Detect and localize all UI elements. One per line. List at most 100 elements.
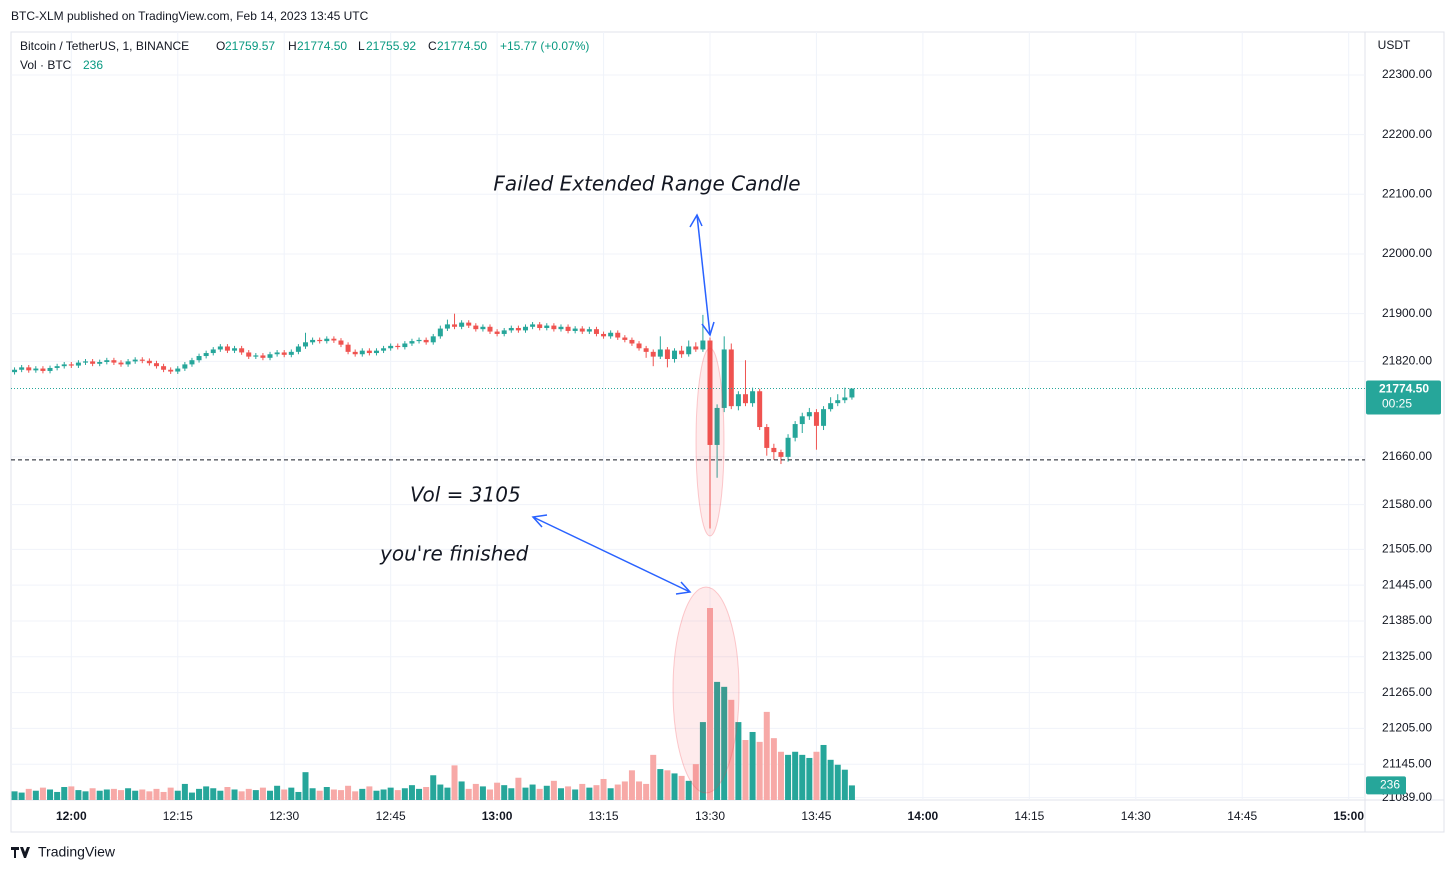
- volume-bar: [664, 770, 671, 800]
- volume-bar: [366, 786, 373, 800]
- volume-bar: [671, 773, 678, 800]
- volume-bar: [217, 790, 224, 800]
- volume-bar: [68, 786, 75, 800]
- arrow-head: [689, 213, 703, 228]
- candle-body: [650, 351, 656, 357]
- candle-body: [161, 366, 167, 370]
- candle-body: [317, 339, 323, 342]
- candle-body: [189, 360, 195, 365]
- candle-body: [579, 328, 585, 332]
- volume-bar: [472, 783, 479, 800]
- volume-bar: [827, 759, 834, 800]
- annotation: Vol = 3105: [410, 483, 521, 507]
- candle-body: [608, 332, 614, 337]
- candle-body: [558, 326, 564, 330]
- candle-body: [373, 350, 379, 354]
- candle-body: [267, 354, 273, 358]
- volume-bar: [536, 788, 543, 800]
- ohlc-value: 21774.50: [297, 39, 347, 53]
- y-tick-label: 21145.00: [1382, 756, 1431, 770]
- volume-tag-label: 236: [1380, 778, 1400, 792]
- volume-bar: [82, 791, 89, 800]
- candle-body: [508, 327, 514, 331]
- volume-bar: [125, 788, 132, 800]
- candle-body: [90, 361, 96, 364]
- candle-body: [97, 361, 103, 364]
- volume-bar: [11, 791, 18, 800]
- candle-body: [324, 338, 330, 342]
- highlight-volume: [672, 586, 740, 794]
- volume-bar: [728, 699, 735, 800]
- volume-bar: [267, 790, 274, 800]
- candle-body: [551, 325, 557, 330]
- volume-bar: [203, 786, 210, 800]
- candle-body: [359, 350, 365, 355]
- volume-bar: [557, 788, 564, 800]
- candle-body: [104, 360, 110, 362]
- currency: USDT: [1378, 38, 1411, 52]
- volume-bar: [160, 791, 167, 800]
- volume-bar: [621, 781, 628, 800]
- volume-bar: [387, 787, 394, 800]
- arrows: [531, 213, 715, 595]
- candle-body: [175, 368, 181, 372]
- candle-body: [409, 341, 415, 344]
- logo-mark: [11, 847, 30, 858]
- candle-body: [530, 324, 536, 327]
- volume-bar: [593, 785, 600, 800]
- candle-body: [565, 326, 571, 331]
- volume-value: 236: [83, 58, 103, 72]
- candle-body: [288, 351, 294, 355]
- candle-body: [728, 349, 734, 407]
- volume-bar: [636, 781, 643, 800]
- candle-body: [430, 336, 436, 343]
- candle-body: [664, 349, 670, 360]
- symbol: Bitcoin / TetherUS, 1, BINANCE: [20, 39, 189, 53]
- volume-bar: [238, 791, 245, 800]
- volume-bar: [132, 790, 139, 800]
- candle-body: [118, 362, 124, 365]
- volume-bar: [302, 772, 309, 800]
- candle-body: [764, 427, 770, 448]
- volume-bar: [61, 787, 68, 800]
- volume-bar: [813, 751, 820, 800]
- candle-body: [622, 337, 628, 340]
- countdown: 00:25: [1382, 397, 1412, 411]
- volume-bar: [685, 780, 692, 800]
- volume-bar: [416, 788, 423, 800]
- volume-bar: [515, 777, 522, 800]
- volume-bar: [380, 789, 387, 800]
- candle-body: [515, 327, 521, 331]
- candle-body: [19, 367, 25, 370]
- ohlc-key: C: [428, 39, 437, 53]
- candle-body: [615, 332, 621, 338]
- logo: TradingView: [11, 844, 116, 860]
- volume-bar: [607, 788, 614, 800]
- volume-bar: [458, 781, 465, 800]
- candle-body: [672, 350, 678, 360]
- volume-bar: [39, 787, 46, 800]
- volume-bar: [252, 790, 259, 800]
- candle-body: [686, 346, 692, 355]
- candle-body: [210, 349, 216, 354]
- volume-bar: [444, 787, 451, 800]
- annotation: you're finished: [379, 542, 529, 566]
- x-tick-label: 12:00: [56, 809, 87, 823]
- candle-body: [501, 330, 507, 334]
- y-tick-label: 22300.00: [1382, 67, 1432, 81]
- volume-bar: [522, 787, 529, 800]
- x-tick-label: 14:45: [1227, 809, 1257, 823]
- candle-body: [33, 368, 39, 371]
- candle-body: [757, 391, 763, 428]
- volume-bar: [153, 788, 160, 800]
- candle-body: [61, 364, 67, 367]
- candle-body: [487, 326, 493, 332]
- y-tick-label: 21900.00: [1382, 306, 1432, 320]
- candle-body: [842, 397, 848, 401]
- footer: TradingView: [38, 844, 116, 860]
- x-tick-label: 13:15: [589, 809, 619, 823]
- candle-body: [813, 412, 819, 426]
- x-tick-label: 12:15: [163, 809, 193, 823]
- volume-bar: [600, 778, 607, 800]
- y-tick-label: 21445.00: [1382, 577, 1432, 591]
